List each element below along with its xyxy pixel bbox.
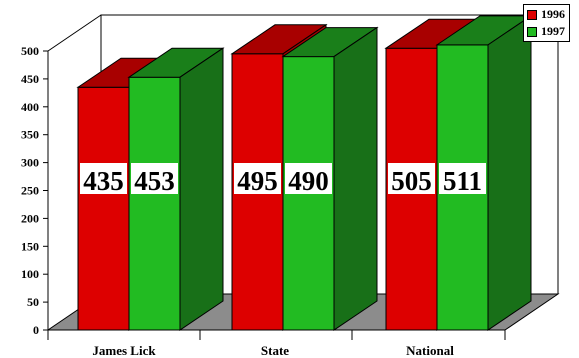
y-tick-label: 100 [21, 267, 39, 281]
left-wall-top-edge [47, 14, 102, 52]
bar-group-james-lick: 435 453 [76, 47, 225, 331]
bar-1997 [435, 14, 533, 331]
data-label: 505 [391, 166, 432, 196]
x-axis: James Lick State National [47, 330, 506, 358]
x-tick-label: James Lick [92, 343, 156, 358]
data-label-bg [285, 163, 332, 194]
bars: 435 453 495 490 505 511 [76, 14, 533, 331]
y-axis: 0 50 100 150 200 250 300 350 400 450 500 [21, 44, 48, 337]
bar-group-national: 505 511 [384, 14, 533, 331]
bar-front [128, 76, 181, 331]
data-label-bg [234, 163, 281, 194]
y-tick-label: 500 [21, 44, 39, 58]
legend-label-1997: 1997 [541, 24, 565, 38]
y-tick-label: 250 [21, 184, 39, 198]
y-tick-label: 150 [21, 239, 39, 253]
legend-item-1997: 1997 [527, 23, 565, 40]
legend-item-1996: 1996 [527, 6, 565, 23]
y-tick-label: 350 [21, 128, 39, 142]
data-label: 453 [134, 166, 175, 196]
bar-side [333, 26, 378, 331]
bar-front [77, 86, 130, 331]
data-label-bg [388, 163, 435, 194]
y-tick-label: 0 [33, 323, 39, 337]
y-tick-label: 400 [21, 100, 39, 114]
y-tick-label: 200 [21, 211, 39, 225]
x-tick-label: State [261, 343, 289, 358]
x-tick-label: National [406, 343, 454, 358]
data-label: 511 [443, 166, 482, 196]
data-label: 490 [288, 166, 329, 196]
data-label: 435 [83, 166, 124, 196]
data-label-bg [80, 163, 127, 194]
bar-group-state: 495 490 [230, 23, 379, 331]
y-tick-label: 50 [27, 295, 39, 309]
y-tick-label: 450 [21, 72, 39, 86]
bar-side [179, 47, 224, 331]
data-label: 495 [237, 166, 278, 196]
bar-side [487, 14, 532, 331]
bar-1997 [127, 47, 225, 331]
data-label-bg [439, 163, 486, 194]
legend-label-1996: 1996 [541, 7, 565, 21]
y-tick-label: 300 [21, 156, 39, 170]
legend: 1996 1997 [523, 4, 570, 42]
legend-swatch-1996 [527, 9, 537, 20]
data-label-bg [131, 163, 178, 194]
legend-swatch-1997 [527, 26, 537, 37]
